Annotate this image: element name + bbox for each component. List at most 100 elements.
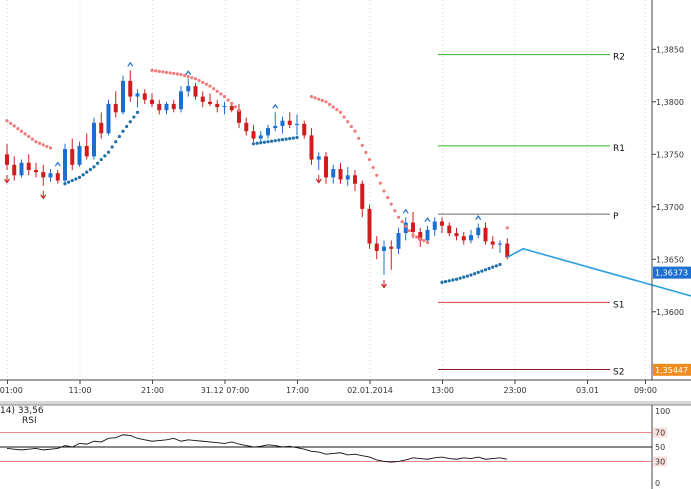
- sar-dot: [222, 94, 227, 99]
- candle-body: [440, 221, 444, 226]
- sar-dot: [125, 124, 129, 129]
- sar-dot: [487, 266, 491, 271]
- candle-body: [128, 80, 133, 97]
- sar-dot: [462, 275, 466, 279]
- sar-dot: [364, 150, 368, 155]
- candle-body: [92, 122, 96, 157]
- sar-dot: [491, 265, 495, 269]
- sar-dot: [45, 144, 49, 149]
- candle-body: [367, 208, 372, 244]
- sar-dot: [378, 181, 382, 185]
- sar-dot: [382, 189, 386, 193]
- sar-dot: [135, 110, 140, 114]
- sar-dot: [161, 70, 165, 74]
- rsi-tick-label: 0: [655, 479, 660, 488]
- sar-dot: [34, 140, 38, 144]
- x-tick-label: 17:00: [286, 386, 309, 395]
- sar-dot: [396, 215, 401, 219]
- sar-dot: [164, 70, 169, 75]
- sar-dot: [324, 100, 328, 104]
- sar-dot: [230, 101, 234, 105]
- candle-body: [193, 86, 198, 97]
- sar-dot: [16, 126, 20, 131]
- sar-dot: [132, 115, 136, 119]
- candle-body: [309, 135, 314, 160]
- x-tick-label: 31.12 07:00: [201, 386, 250, 395]
- sar-dot: [277, 138, 281, 142]
- sar-dot: [440, 280, 444, 284]
- sar-dot: [309, 94, 314, 99]
- sar-dot: [483, 268, 488, 272]
- sar-dot: [367, 157, 372, 162]
- sar-dot: [215, 89, 219, 93]
- x-tick-label: 03.01: [576, 386, 599, 395]
- rsi-tick-label: 30: [655, 457, 665, 466]
- sar-dot: [262, 140, 266, 144]
- candle-body: [432, 221, 437, 230]
- parabolic-sar: [5, 68, 509, 284]
- sar-dot: [5, 119, 9, 123]
- fractal-down-marker: [4, 178, 10, 184]
- sar-dot: [288, 136, 292, 141]
- candle-body: [505, 243, 510, 258]
- fractal-down-marker: [40, 194, 47, 200]
- sar-dot: [204, 82, 208, 86]
- sar-dot: [23, 132, 27, 136]
- candle-body: [171, 103, 176, 110]
- sar-dot: [226, 98, 230, 102]
- sar-dot: [70, 178, 74, 183]
- rsi-line: [6, 434, 508, 463]
- sar-dot: [393, 209, 397, 213]
- sar-dot: [27, 134, 31, 139]
- grid: [7, 0, 646, 380]
- y-tick-label: 1,3700: [656, 203, 684, 212]
- candle-body: [258, 135, 263, 139]
- sar-dot: [201, 80, 205, 85]
- candle-body: [418, 231, 423, 241]
- sar-dot: [342, 115, 346, 119]
- sar-dot: [128, 120, 132, 124]
- candle-body: [77, 145, 82, 165]
- pivot-label-r2: R2: [613, 53, 625, 63]
- candle-body: [208, 101, 212, 104]
- sar-dot: [291, 136, 295, 140]
- sar-dot: [476, 270, 480, 275]
- sar-dot: [117, 134, 121, 139]
- sar-dot: [88, 167, 92, 172]
- sar-dot: [157, 69, 161, 73]
- sar-dot: [458, 276, 462, 280]
- candle-body: [447, 225, 452, 234]
- fractal-up-marker: [402, 208, 409, 214]
- sar-dot: [444, 279, 448, 284]
- sar-dot: [338, 110, 343, 114]
- sar-dot: [313, 96, 317, 100]
- candle-body: [164, 103, 169, 111]
- candle-body: [483, 227, 488, 242]
- candle-body: [266, 128, 270, 136]
- candle-body: [360, 183, 365, 209]
- candle-body: [324, 156, 328, 178]
- sar-dot: [280, 138, 285, 142]
- sar-dot: [465, 274, 469, 278]
- candle-body: [244, 122, 249, 132]
- sar-dot: [9, 121, 13, 125]
- sar-dot: [114, 140, 118, 144]
- candle-body: [142, 93, 147, 100]
- sar-dot: [360, 143, 364, 147]
- fractal-up-marker: [127, 61, 134, 67]
- sar-dot: [371, 165, 375, 170]
- sar-dot: [255, 141, 259, 145]
- candle-body: [34, 170, 38, 173]
- candlesticks: [5, 70, 510, 276]
- sar-dot: [186, 75, 190, 79]
- candle-body: [374, 243, 379, 251]
- sar-dot: [425, 240, 430, 245]
- sar-dot: [295, 135, 299, 140]
- sar-dot: [317, 97, 321, 101]
- pivot-label-p: P: [613, 212, 619, 222]
- candle-body: [157, 103, 162, 111]
- sar-dot: [48, 146, 53, 150]
- sar-dot: [106, 150, 111, 154]
